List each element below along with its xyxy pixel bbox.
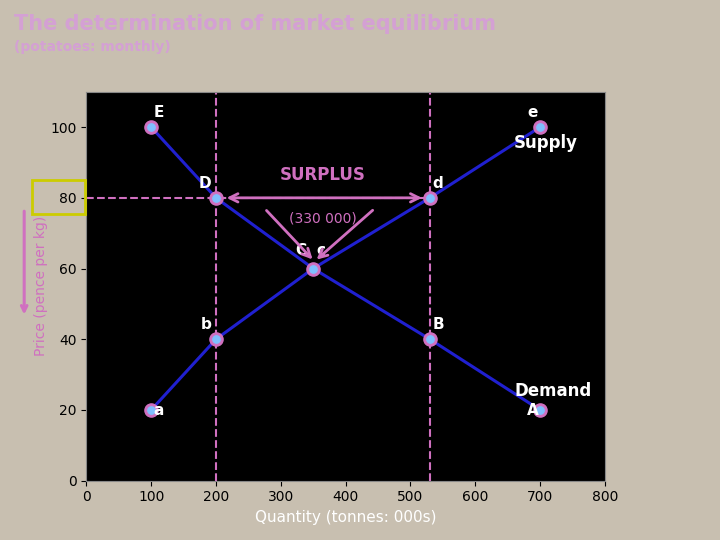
Text: D: D — [199, 176, 212, 191]
Text: Supply: Supply — [514, 134, 578, 152]
Text: E: E — [153, 105, 163, 120]
Point — [307, 264, 319, 273]
Point — [424, 335, 436, 343]
Text: (potatoes: monthly): (potatoes: monthly) — [14, 40, 171, 55]
Point — [424, 193, 436, 202]
Text: a: a — [153, 403, 163, 418]
Point — [424, 193, 436, 202]
Point — [307, 264, 319, 273]
Text: c: c — [317, 243, 325, 258]
Point — [534, 123, 546, 131]
Point — [534, 123, 546, 131]
Point — [210, 193, 222, 202]
Text: d: d — [433, 176, 444, 191]
Point — [424, 335, 436, 343]
Text: (330 000): (330 000) — [289, 212, 357, 226]
Point — [145, 406, 157, 414]
Point — [145, 406, 157, 414]
Y-axis label: Price (pence per kg): Price (pence per kg) — [34, 216, 48, 356]
Text: e: e — [527, 105, 537, 120]
Text: The determination of market equilibrium: The determination of market equilibrium — [14, 14, 496, 33]
X-axis label: Quantity (tonnes: 000s): Quantity (tonnes: 000s) — [255, 510, 436, 525]
Text: B: B — [433, 317, 444, 332]
Point — [534, 406, 546, 414]
Text: b: b — [201, 317, 212, 332]
Text: Demand: Demand — [514, 382, 591, 400]
Text: C: C — [296, 243, 307, 258]
Point — [210, 335, 222, 343]
Text: SURPLUS: SURPLUS — [280, 166, 366, 184]
Text: A: A — [527, 403, 539, 418]
Point — [145, 123, 157, 131]
Point — [210, 193, 222, 202]
Point — [534, 406, 546, 414]
Point — [210, 335, 222, 343]
Point — [145, 123, 157, 131]
